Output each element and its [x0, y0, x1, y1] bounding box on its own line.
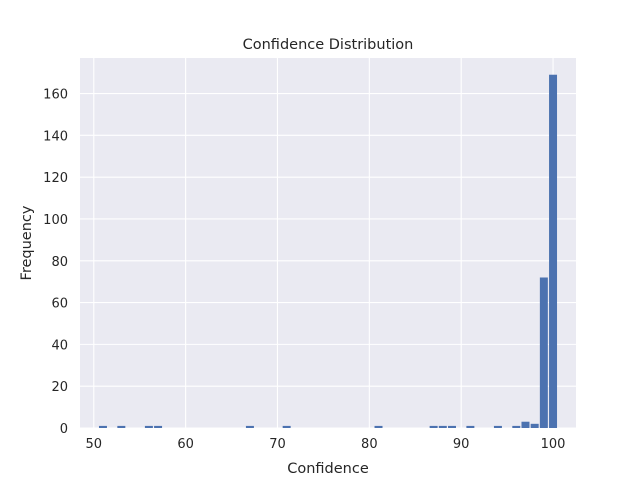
y-tick-label: 20: [51, 380, 68, 395]
x-tick-label: 90: [453, 437, 470, 452]
x-tick-label: 50: [86, 437, 103, 452]
y-tick-label: 160: [43, 88, 68, 103]
histogram-bar: [530, 423, 539, 428]
bars-group: [98, 74, 558, 428]
histogram-bar: [144, 425, 153, 428]
chart-title: Confidence Distribution: [243, 37, 414, 53]
histogram-bar: [448, 425, 456, 428]
x-tick-label: 60: [177, 437, 194, 452]
y-tick-label: 80: [51, 255, 68, 270]
histogram-bar: [117, 425, 126, 428]
histogram-bar: [438, 425, 447, 428]
x-tick-label: 80: [361, 437, 378, 452]
x-tick-label: 70: [269, 437, 286, 452]
histogram-bar: [466, 425, 475, 428]
histogram-bar: [154, 425, 163, 428]
histogram-bar: [245, 425, 254, 428]
histogram-bar: [549, 74, 558, 428]
plot-area: [80, 58, 576, 428]
y-axis-title: Frequency: [19, 205, 35, 280]
x-tick-labels: 50 60 70 80 90 100: [86, 437, 566, 452]
y-tick-label: 100: [43, 213, 68, 228]
y-tick-label: 140: [43, 129, 68, 144]
histogram-bar: [521, 421, 530, 428]
y-tick-label: 40: [51, 338, 68, 353]
y-tick-label: 120: [43, 171, 68, 186]
histogram-bar: [512, 425, 521, 428]
y-tick-label: 60: [51, 297, 68, 312]
x-axis-title: Confidence: [287, 461, 369, 477]
histogram-bar: [282, 425, 291, 428]
y-tick-labels: 0 20 40 60 80 100 120 140 160: [43, 88, 68, 437]
histogram-bar: [374, 425, 383, 428]
x-tick-label: 100: [541, 437, 566, 452]
histogram-bar: [539, 277, 548, 428]
y-tick-label: 0: [60, 422, 68, 437]
histogram-bar: [429, 425, 438, 428]
histogram-bar: [493, 425, 502, 428]
histogram-bar: [98, 425, 107, 428]
